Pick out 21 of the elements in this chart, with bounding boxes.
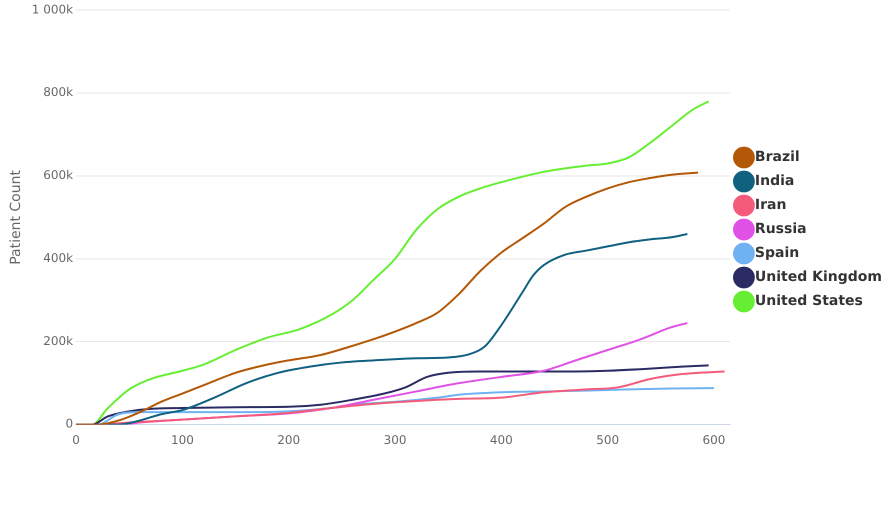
legend-label: Brazil — [754, 149, 800, 166]
y-tick-label: 200k — [43, 334, 74, 348]
x-tick-label: 500 — [596, 432, 620, 447]
legend-label: United Kingdom — [754, 269, 882, 286]
x-tick-label: 600 — [702, 432, 726, 447]
legend-label: United States — [754, 293, 863, 310]
legend-label: India — [754, 173, 794, 190]
line-series — [76, 172, 700, 425]
x-tick-label: 300 — [384, 432, 406, 447]
x-tick-label: 200 — [277, 432, 300, 447]
y-tick-label: 400k — [43, 250, 74, 265]
x-tick-label: 100 — [170, 432, 194, 447]
legend-label: Russia — [754, 221, 807, 238]
y-axis-title: Patient Count — [8, 170, 24, 265]
y-tick-label: 800k — [43, 85, 74, 100]
legend-label: Spain — [754, 245, 800, 262]
legend-label: Iran — [754, 197, 786, 214]
y-tick-label: 600k — [43, 168, 74, 182]
x-tick-label: 400 — [490, 432, 513, 447]
y-tick-label: 0 — [65, 416, 74, 431]
y-tick-label: 1 000k — [32, 2, 74, 16]
